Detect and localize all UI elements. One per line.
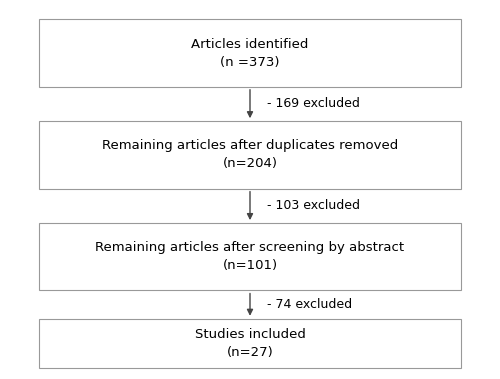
Text: Remaining articles after duplicates removed
(n=204): Remaining articles after duplicates remo… [102, 139, 398, 171]
Text: - 103 excluded: - 103 excluded [267, 199, 360, 212]
Text: - 169 excluded: - 169 excluded [267, 97, 360, 111]
FancyBboxPatch shape [39, 319, 461, 368]
Text: Remaining articles after screening by abstract
(n=101): Remaining articles after screening by ab… [96, 241, 405, 272]
FancyBboxPatch shape [39, 223, 461, 290]
Text: Articles identified
(n =373): Articles identified (n =373) [192, 38, 308, 69]
FancyBboxPatch shape [39, 19, 461, 87]
Text: Studies included
(n=27): Studies included (n=27) [194, 328, 306, 359]
Text: - 74 excluded: - 74 excluded [267, 298, 352, 311]
FancyBboxPatch shape [39, 121, 461, 189]
